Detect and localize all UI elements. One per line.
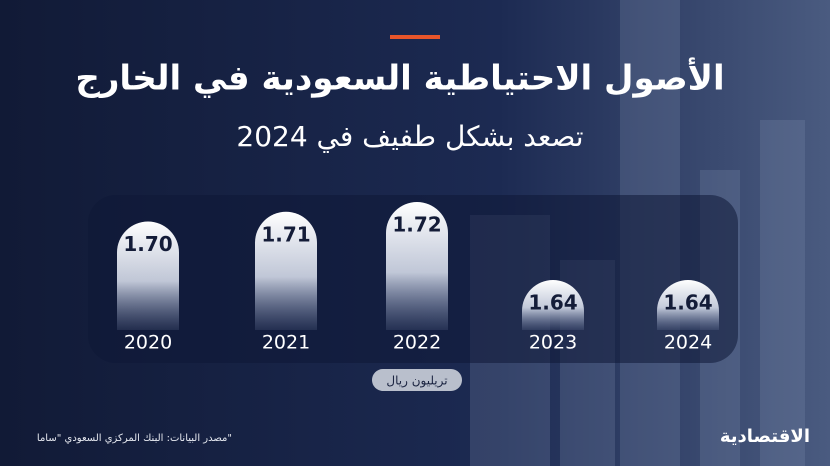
value-label: 1.64 (528, 291, 577, 315)
value-label: 1.72 (392, 213, 441, 237)
unit-pill (372, 369, 462, 391)
bar (522, 280, 584, 330)
x-tick-label: 2020 (124, 332, 172, 354)
bar (386, 202, 448, 330)
x-tick-label: 2021 (262, 332, 310, 354)
x-tick-label: 2022 (393, 332, 441, 354)
unit-label: تريليون ريال (386, 374, 447, 389)
value-label: 1.71 (261, 222, 310, 246)
bar (657, 280, 719, 330)
chart-title: الأصول الاحتياطية السعودية في الخارج (75, 57, 724, 99)
x-tick-label: 2023 (529, 332, 577, 354)
x-tick-label: 2024 (664, 332, 712, 354)
accent-line (390, 35, 440, 39)
bar (255, 211, 317, 330)
logo: الاقتصادية (720, 426, 810, 447)
bar (117, 221, 179, 330)
value-label: 1.70 (123, 232, 172, 256)
chart-subtitle: تصعد بشكل طفيف في 2024 (236, 120, 583, 153)
value-label: 1.64 (663, 291, 712, 315)
source: مصدر البيانات: البنك المركزي السعودي "سا… (37, 433, 232, 444)
